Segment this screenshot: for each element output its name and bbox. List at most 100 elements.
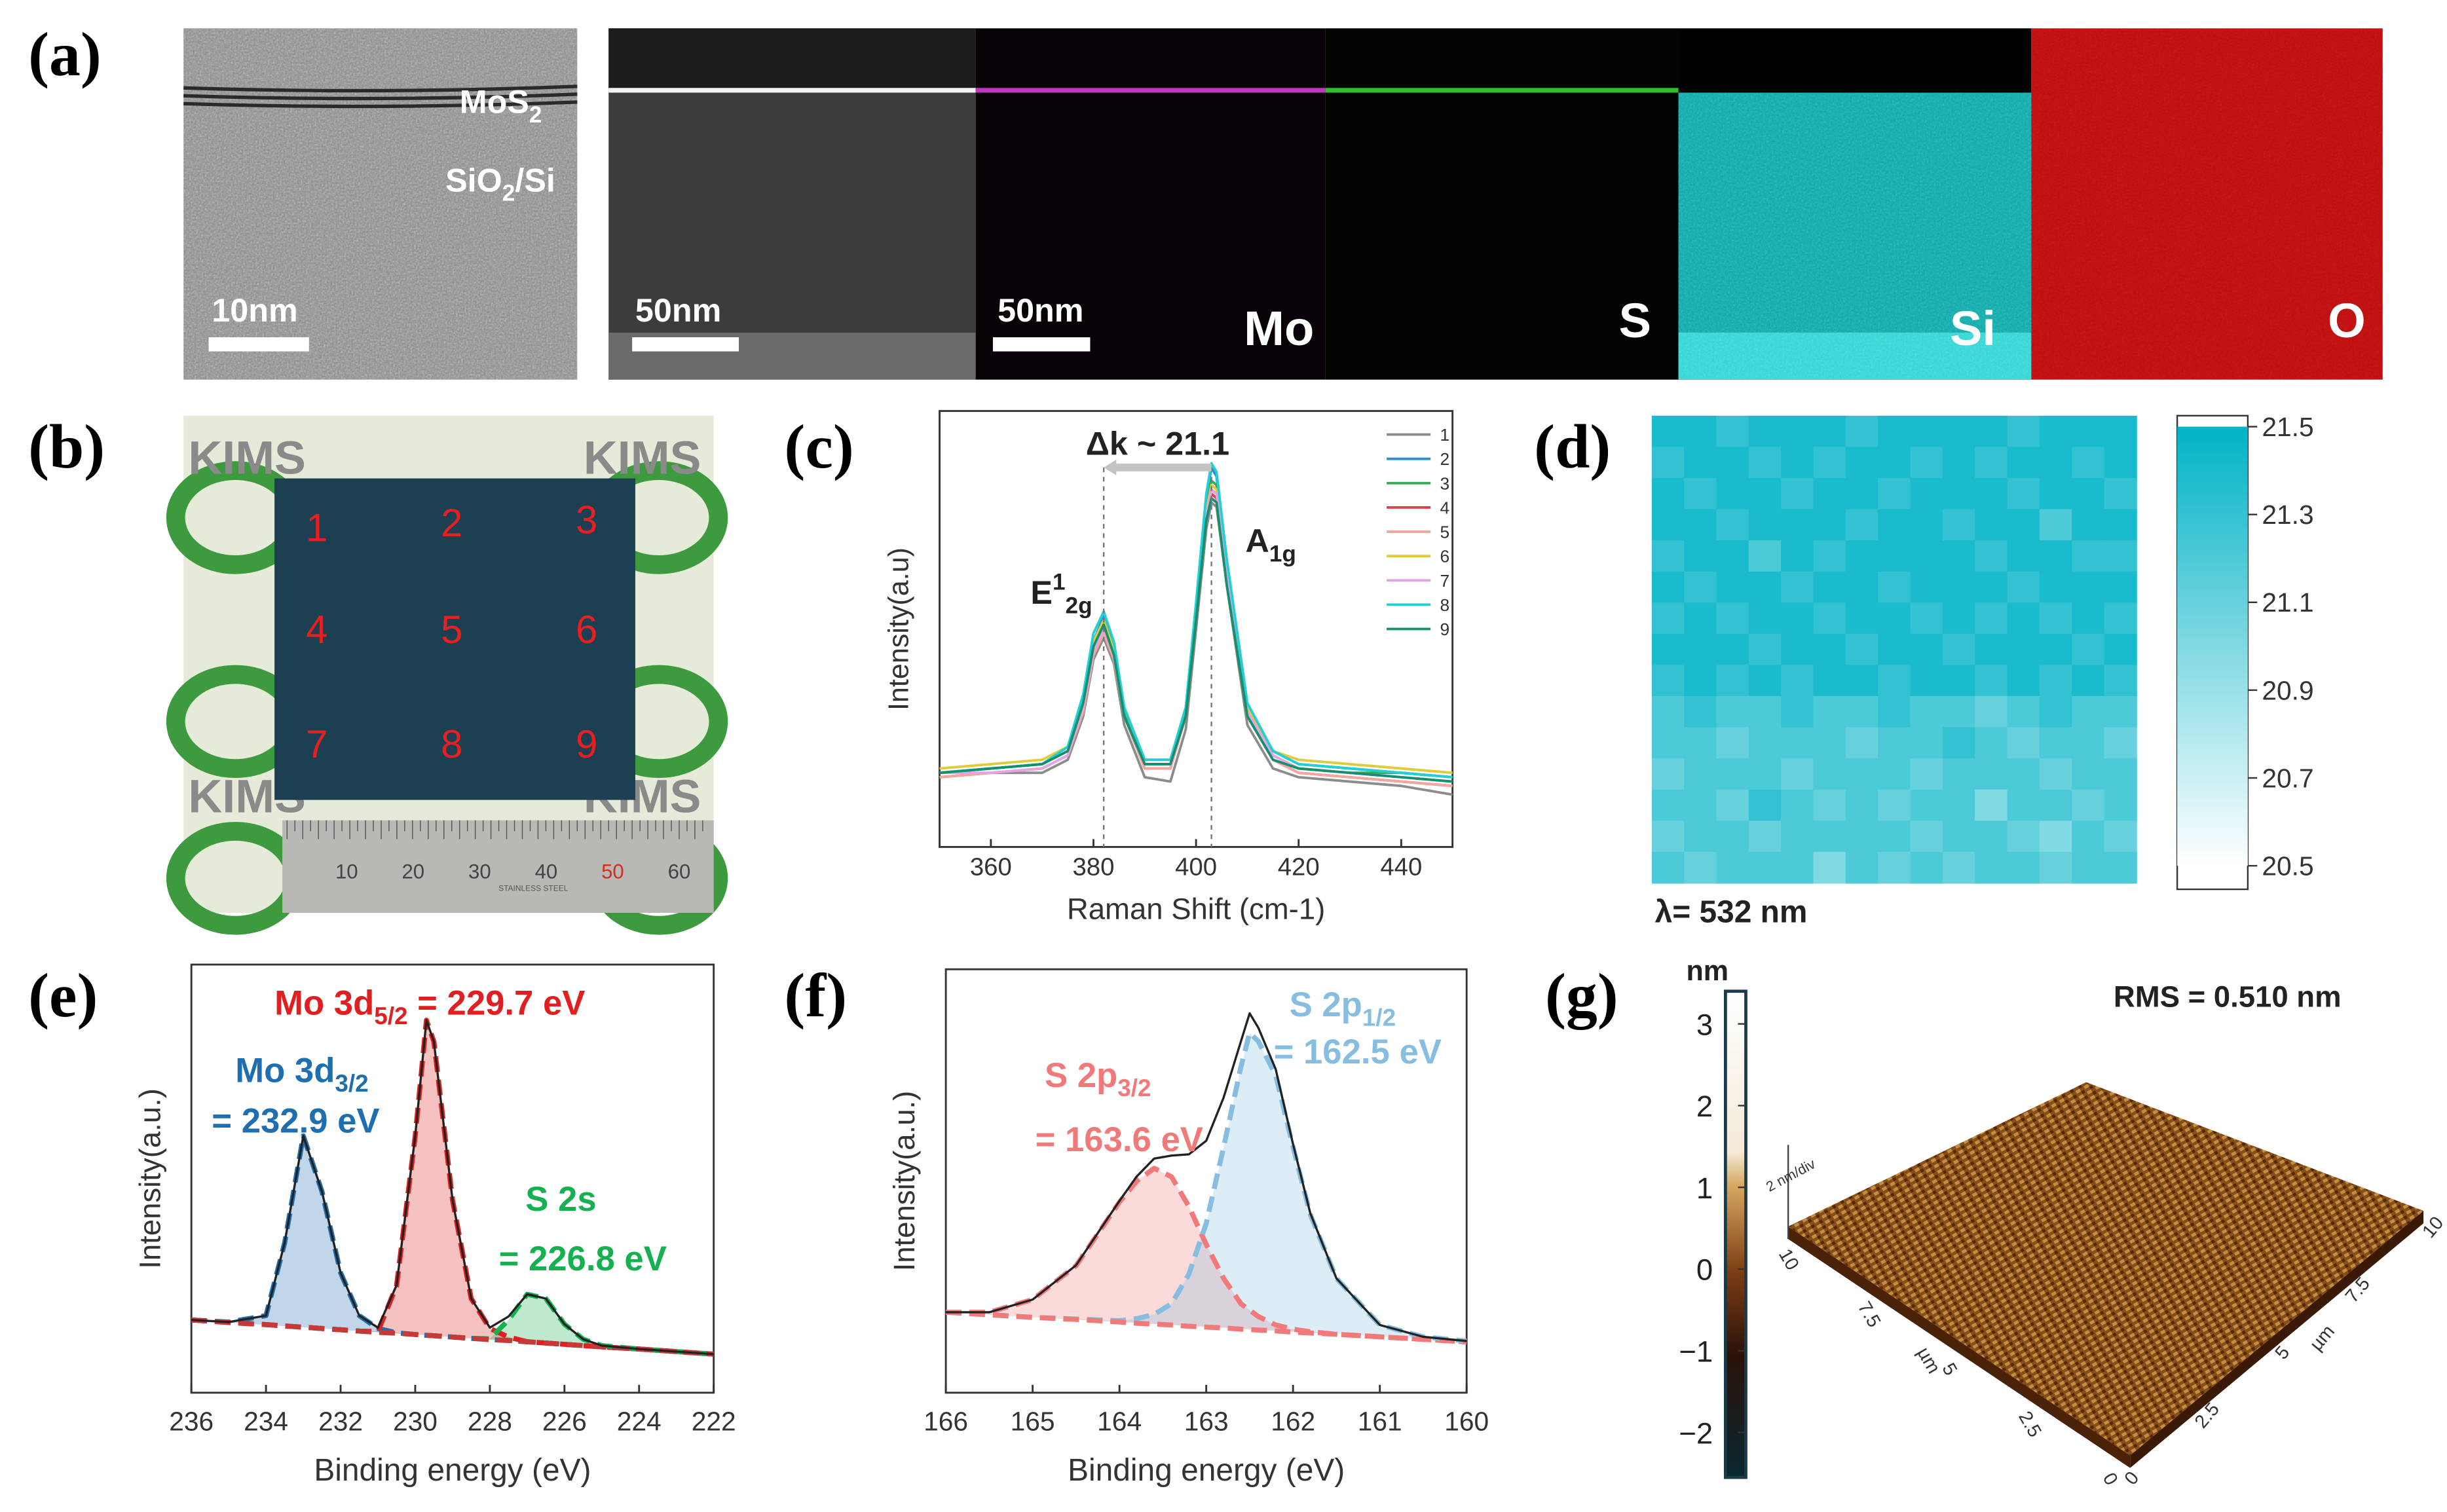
heatmap-cell bbox=[1716, 851, 1749, 884]
x-tick-label: 360 bbox=[970, 853, 1012, 881]
colorbar-label: −1 bbox=[1679, 1335, 1713, 1369]
peak-label: A1g bbox=[1246, 522, 1296, 566]
x-tick-label: 224 bbox=[617, 1406, 662, 1436]
haadf-top bbox=[608, 28, 976, 88]
heatmap-cell bbox=[2072, 665, 2105, 697]
heatmap-cell bbox=[1910, 665, 1943, 697]
heatmap-cell bbox=[1651, 602, 1685, 635]
noise-texture bbox=[2031, 28, 2383, 380]
x-tick-label: 236 bbox=[169, 1406, 214, 1436]
heatmap-cell bbox=[1684, 727, 1717, 760]
heatmap-cell bbox=[2039, 821, 2073, 853]
logo-text: KIMS bbox=[188, 432, 306, 484]
colorbar-gradient bbox=[2177, 426, 2248, 866]
heatmap-cell bbox=[2104, 758, 2137, 790]
scale-bar bbox=[992, 337, 1091, 352]
spot-number: 8 bbox=[441, 722, 462, 766]
heatmap-cell bbox=[1878, 727, 1911, 760]
text-part: S 2p bbox=[1045, 1056, 1117, 1095]
text-part: 1 bbox=[1053, 570, 1066, 595]
heatmap-cell bbox=[1716, 415, 1749, 448]
heatmap-cell bbox=[2007, 509, 2040, 542]
heatmap-cell bbox=[1975, 415, 2008, 448]
heatmap-cell bbox=[1942, 789, 1976, 822]
heatmap-cell bbox=[1878, 447, 1911, 479]
axis-unit-label: µm bbox=[2306, 1321, 2339, 1355]
heatmap-cell bbox=[1651, 509, 1685, 542]
heatmap-cell bbox=[1651, 821, 1685, 853]
delta-arrowhead bbox=[1104, 459, 1117, 475]
y-axis-label: Intensity(a.u.) bbox=[887, 1091, 921, 1272]
panel-label: (f) bbox=[784, 961, 847, 1030]
heatmap-cell bbox=[1845, 602, 1879, 635]
heatmap-cell bbox=[1651, 415, 1685, 448]
heatmap-cell bbox=[1878, 509, 1911, 542]
heatmap-cell bbox=[1781, 821, 1814, 853]
heatmap-cell bbox=[1975, 665, 2008, 697]
element-label: Mo bbox=[1244, 301, 1314, 356]
heatmap-cell bbox=[1845, 571, 1879, 604]
heatmap-cell bbox=[1975, 789, 2008, 822]
heatmap-cell bbox=[1813, 571, 1846, 604]
heatmap-cell bbox=[1975, 633, 2008, 666]
colorbar-label: 0 bbox=[1696, 1253, 1713, 1287]
heatmap-cell bbox=[1716, 602, 1749, 635]
heatmap-cell bbox=[1942, 602, 1976, 635]
heatmap-cell bbox=[1975, 477, 2008, 510]
heatmap-cell bbox=[2104, 789, 2137, 822]
heatmap-cell bbox=[1878, 477, 1911, 510]
axis-tick-label: 0 bbox=[2121, 1467, 2144, 1489]
x-tick-label: 164 bbox=[1097, 1406, 1142, 1436]
heatmap-cell bbox=[2039, 758, 2073, 790]
mos2-layer bbox=[183, 92, 578, 101]
heatmap-cell bbox=[1684, 540, 1717, 572]
x-tick-label: 380 bbox=[1073, 853, 1115, 881]
heatmap-cell bbox=[2072, 789, 2105, 822]
peak-fill bbox=[191, 1020, 714, 1354]
x-tick-label: 420 bbox=[1278, 853, 1320, 881]
peak-annotation: = 162.5 eV bbox=[1274, 1033, 1442, 1071]
heatmap-cell bbox=[2007, 758, 2040, 790]
heatmap-cell bbox=[2039, 540, 2073, 572]
heatmap-cell bbox=[1910, 727, 1943, 760]
heatmap-cell bbox=[1813, 851, 1846, 884]
heatmap-cell bbox=[1878, 633, 1911, 666]
heatmap-cell bbox=[1716, 540, 1749, 572]
heatmap-cell bbox=[1651, 789, 1685, 822]
ruler-label: 20 bbox=[402, 860, 424, 883]
heatmap-cell bbox=[1651, 851, 1685, 884]
heatmap-cell bbox=[2104, 665, 2137, 697]
heatmap-cell bbox=[1781, 665, 1814, 697]
heatmap-cell bbox=[2007, 789, 2040, 822]
heatmap-cell bbox=[1781, 727, 1814, 760]
heatmap-cell bbox=[1781, 633, 1814, 666]
heatmap-cell bbox=[1878, 696, 1911, 728]
heatmap-cell bbox=[1651, 571, 1685, 604]
heatmap-cell bbox=[2039, 665, 2073, 697]
legend-label: 8 bbox=[1440, 595, 1449, 615]
heatmap-cell bbox=[1910, 540, 1943, 572]
colorbar-label: 20.9 bbox=[2262, 675, 2313, 705]
heatmap-cell bbox=[1975, 727, 2008, 760]
heatmap-cell bbox=[1684, 633, 1717, 666]
heatmap-cell bbox=[1878, 758, 1911, 790]
series-line bbox=[191, 1019, 714, 1355]
text-part: 2 bbox=[502, 181, 515, 206]
mos2-layer bbox=[183, 100, 578, 109]
scale-bar bbox=[208, 337, 309, 352]
heatmap-cell bbox=[1781, 571, 1814, 604]
heatmap-cell bbox=[2104, 821, 2137, 853]
peak-annotation: S 2s bbox=[525, 1180, 596, 1219]
heatmap-cell bbox=[2072, 447, 2105, 479]
plot-frame bbox=[190, 963, 715, 1394]
heatmap-cell bbox=[1910, 789, 1943, 822]
peak-annotation: = 226.8 eV bbox=[499, 1240, 667, 1278]
heatmap-cell bbox=[2104, 540, 2137, 572]
colorbar-label: −2 bbox=[1679, 1416, 1713, 1450]
heatmap-cell bbox=[1684, 571, 1717, 604]
heatmap-cell bbox=[2072, 571, 2105, 604]
heatmap-cell bbox=[1716, 633, 1749, 666]
colorbar-label: 3 bbox=[1696, 1008, 1713, 1041]
heatmap-cell bbox=[2039, 602, 2073, 635]
heatmap-cell bbox=[1813, 696, 1846, 728]
